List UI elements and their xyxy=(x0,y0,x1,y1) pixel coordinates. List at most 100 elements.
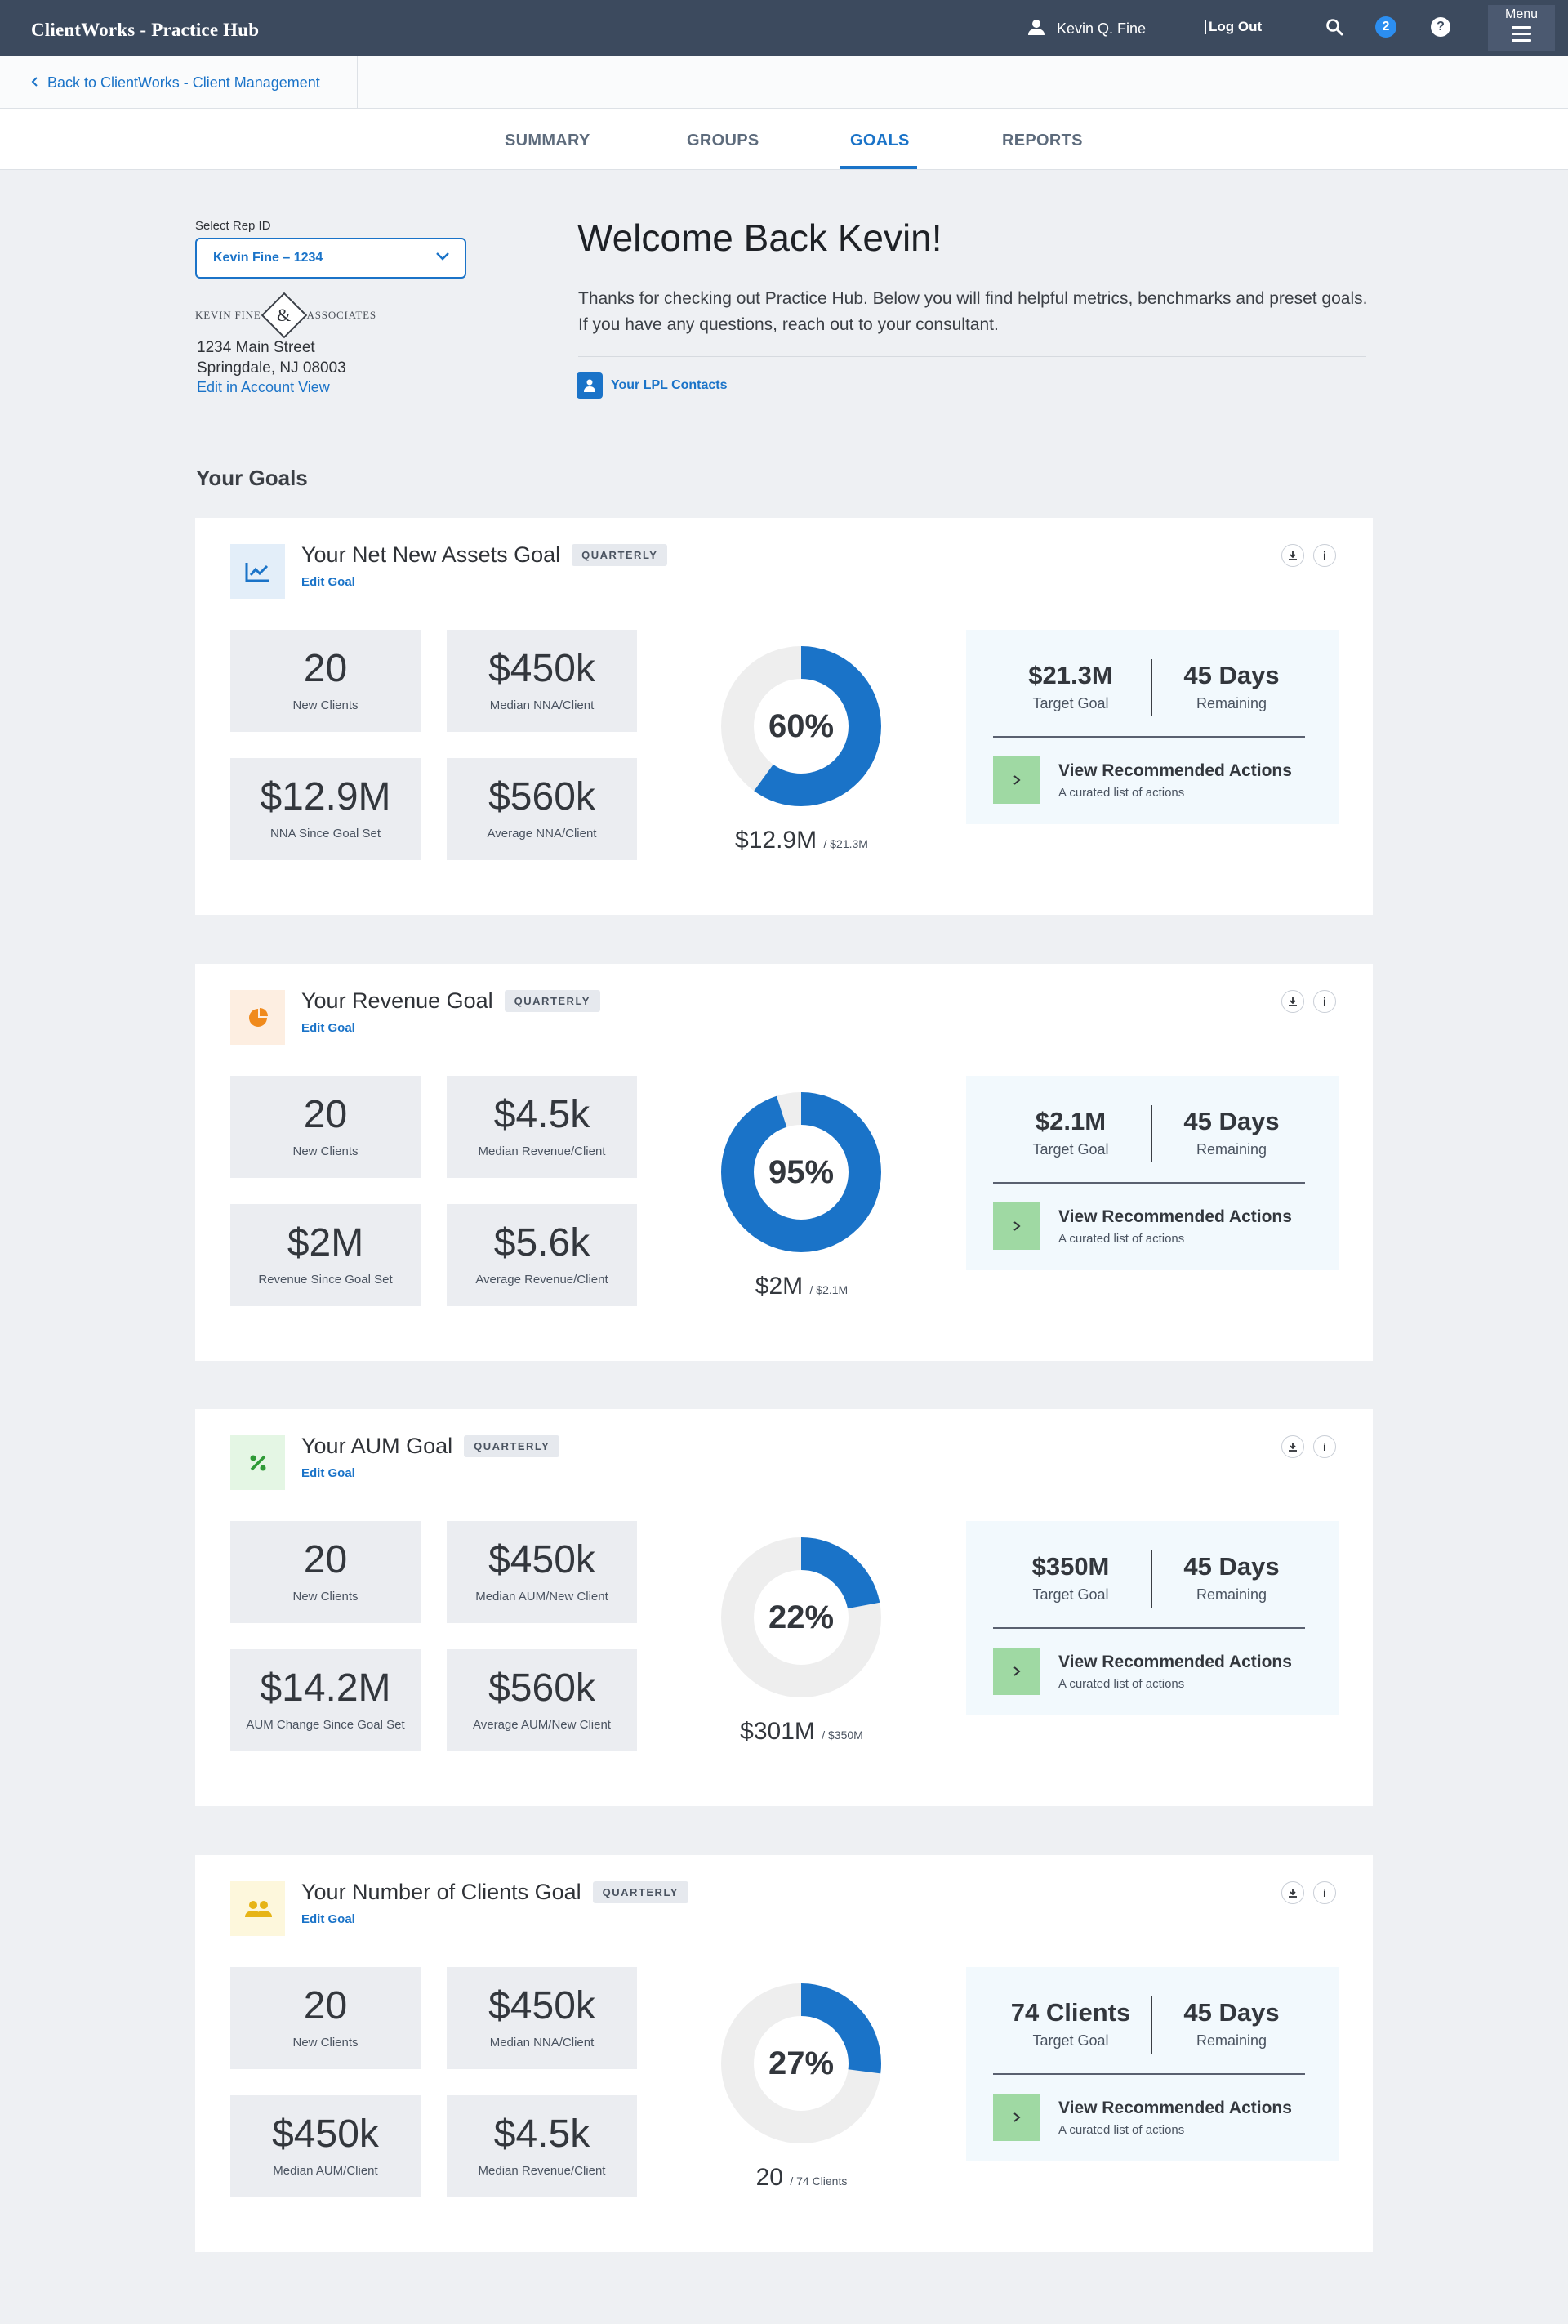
progress-amount: $12.9M / $21.3M xyxy=(718,827,885,854)
target-value: $350M xyxy=(1031,1552,1110,1581)
app-title: ClientWorks - Practice Hub xyxy=(31,20,260,40)
rep-id-select[interactable]: Kevin Fine – 1234 xyxy=(195,238,466,279)
donut-progress-arc xyxy=(721,1092,881,1252)
recommended-actions-link[interactable]: View Recommended Actions A curated list … xyxy=(993,1202,1292,1250)
divider xyxy=(993,2073,1305,2075)
address-line-1: 1234 Main Street xyxy=(197,339,315,356)
frequency-badge: QUARTERLY xyxy=(504,990,600,1012)
info-glyph: i xyxy=(1323,549,1326,562)
donut-progress-arc xyxy=(721,1537,881,1697)
progress-target: / $21.3M xyxy=(823,837,868,850)
days-label: Remaining xyxy=(1196,1141,1267,1158)
lpl-contacts-label: Your LPL Contacts xyxy=(611,378,728,392)
chevron-right-icon[interactable] xyxy=(993,2094,1040,2141)
rep-id-selected: Kevin Fine – 1234 xyxy=(213,251,323,265)
tab-groups[interactable]: GROUPS xyxy=(687,132,760,149)
stat-label: New Clients xyxy=(292,1590,359,1604)
info-icon[interactable]: i xyxy=(1313,1881,1336,1904)
stat-value: $450k xyxy=(488,647,595,690)
tab-summary[interactable]: SUMMARY xyxy=(505,132,590,149)
recommended-actions-link[interactable]: View Recommended Actions A curated list … xyxy=(993,1648,1292,1695)
info-icon[interactable]: i xyxy=(1313,1435,1336,1458)
action-title: View Recommended Actions xyxy=(1058,1652,1292,1671)
divider xyxy=(993,1627,1305,1629)
tab-goals[interactable]: GOALS xyxy=(850,132,910,149)
progress-amount: $301M / $350M xyxy=(718,1718,885,1746)
chevron-right-icon[interactable] xyxy=(993,1648,1040,1695)
user-menu[interactable]: Kevin Q. Fine xyxy=(1027,18,1146,40)
recommended-actions-link[interactable]: View Recommended Actions A curated list … xyxy=(993,756,1292,804)
download-icon[interactable] xyxy=(1281,990,1304,1013)
stat-tile: $4.5k Median Revenue/Client xyxy=(447,1076,637,1178)
target-goal: $21.3M Target Goal xyxy=(993,661,1148,712)
help-glyph: ? xyxy=(1431,17,1450,37)
stat-label: Median AUM/Client xyxy=(273,2164,378,2178)
stat-tile: $560k Average NNA/Client xyxy=(447,758,637,860)
goal-card: Your Number of Clients Goal QUARTERLY Ed… xyxy=(195,1855,1373,2252)
goal-title-text: Your Net New Assets Goal xyxy=(301,542,561,567)
edit-account-link[interactable]: Edit in Account View xyxy=(197,379,330,395)
stat-value: $560k xyxy=(488,1666,595,1710)
pie-chart-icon xyxy=(230,990,285,1045)
stat-value: $560k xyxy=(488,775,595,819)
notifications-button[interactable]: 2 xyxy=(1374,16,1397,38)
edit-goal-link[interactable]: Edit Goal xyxy=(301,1021,355,1035)
download-icon[interactable] xyxy=(1281,1435,1304,1458)
target-value: $2.1M xyxy=(1035,1107,1107,1135)
top-header: ClientWorks - Practice Hub Kevin Q. Fine… xyxy=(0,0,1568,56)
divider xyxy=(1151,1550,1152,1608)
logout-link[interactable]: Log Out xyxy=(1204,19,1263,34)
days-label: Remaining xyxy=(1196,2032,1267,2049)
target-value: $21.3M xyxy=(1028,661,1113,689)
goal-title: Your Net New Assets Goal QUARTERLY xyxy=(301,542,668,568)
lpl-contacts-link[interactable]: Your LPL Contacts xyxy=(577,372,728,399)
progress-amount: 20 / 74 Clients xyxy=(718,2164,885,2192)
target-goal: $2.1M Target Goal xyxy=(993,1107,1148,1158)
recommended-actions-link[interactable]: View Recommended Actions A curated list … xyxy=(993,2094,1292,2141)
frequency-badge: QUARTERLY xyxy=(592,1881,688,1903)
download-icon[interactable] xyxy=(1281,1881,1304,1904)
info-glyph: i xyxy=(1323,995,1326,1008)
contact-icon xyxy=(577,372,603,399)
target-panel: $21.3M Target Goal 45 Days Remaining Vie… xyxy=(966,630,1339,824)
days-value: 45 Days xyxy=(1183,661,1280,689)
action-text: View Recommended Actions A curated list … xyxy=(1058,2099,1292,2137)
edit-goal-link[interactable]: Edit Goal xyxy=(301,1912,355,1926)
tab-bar: SUMMARY GROUPS GOALS REPORTS xyxy=(0,109,1568,170)
stat-label: Average AUM/New Client xyxy=(473,1718,611,1732)
progress-target: / 74 Clients xyxy=(790,2175,848,2188)
action-subtitle: A curated list of actions xyxy=(1058,2122,1185,2137)
progress-target: / $350M xyxy=(822,1729,863,1742)
action-text: View Recommended Actions A curated list … xyxy=(1058,761,1292,800)
chevron-left-icon xyxy=(31,74,39,91)
back-link-label: Back to ClientWorks - Client Management xyxy=(47,74,320,91)
goal-card: Your Net New Assets Goal QUARTERLY Edit … xyxy=(195,518,1373,915)
chevron-right-icon[interactable] xyxy=(993,1202,1040,1250)
goals-section-title: Your Goals xyxy=(196,466,308,490)
goal-title-text: Your Number of Clients Goal xyxy=(301,1880,581,1904)
progress-donut: 27% xyxy=(719,1982,883,2145)
target-label: Target Goal xyxy=(1032,1586,1109,1603)
progress-percent: 22% xyxy=(768,1599,835,1635)
back-bar: Back to ClientWorks - Client Management xyxy=(0,56,1568,109)
target-label: Target Goal xyxy=(1032,2032,1109,2049)
stat-tile: $4.5k Median Revenue/Client xyxy=(447,2095,637,2197)
menu-button[interactable]: Menu xyxy=(1488,5,1555,51)
stat-tile: $14.2M AUM Change Since Goal Set xyxy=(230,1649,421,1751)
edit-goal-link[interactable]: Edit Goal xyxy=(301,575,355,589)
info-icon[interactable]: i xyxy=(1313,544,1336,567)
goal-title-text: Your AUM Goal xyxy=(301,1434,453,1458)
search-icon[interactable] xyxy=(1323,16,1346,38)
tab-reports[interactable]: REPORTS xyxy=(1002,132,1083,149)
info-icon[interactable]: i xyxy=(1313,990,1336,1013)
download-icon[interactable] xyxy=(1281,544,1304,567)
stat-value: $450k xyxy=(488,1538,595,1581)
edit-goal-link[interactable]: Edit Goal xyxy=(301,1466,355,1480)
donut-progress-arc xyxy=(721,646,881,806)
chevron-right-icon[interactable] xyxy=(993,756,1040,804)
stat-tile: 20 New Clients xyxy=(230,630,421,732)
rep-select-label: Select Rep ID xyxy=(195,219,271,233)
back-link[interactable]: Back to ClientWorks - Client Management xyxy=(0,56,358,109)
help-icon[interactable]: ? xyxy=(1429,16,1452,38)
welcome-text: Thanks for checking out Practice Hub. Be… xyxy=(578,289,1368,334)
